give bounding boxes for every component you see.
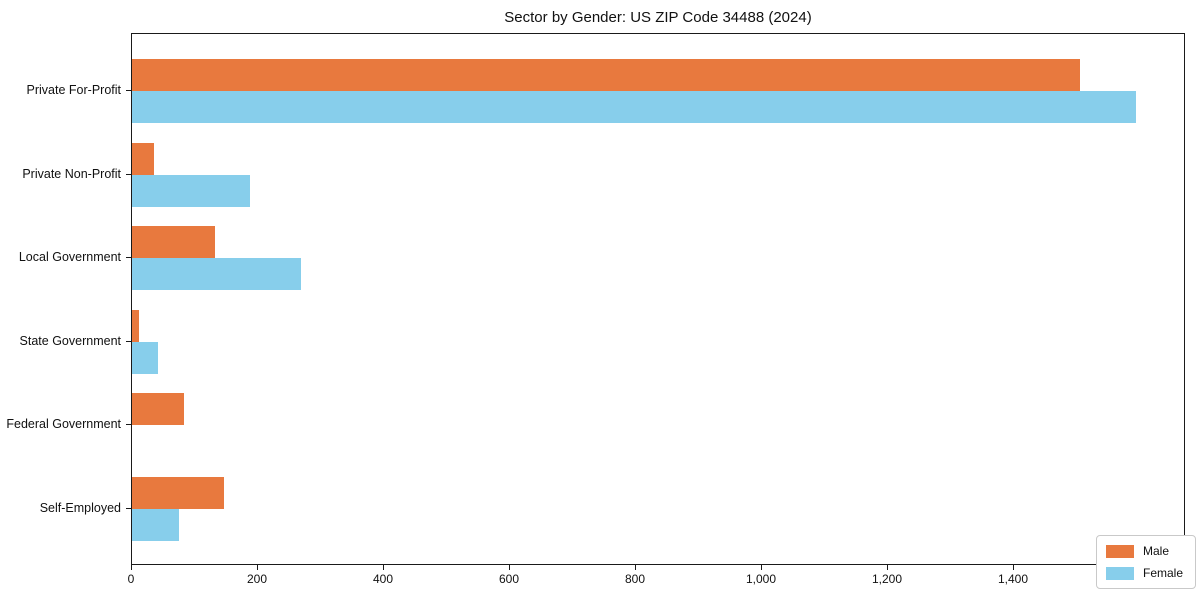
legend-label-male: Male bbox=[1142, 544, 1169, 558]
bar-male-federal-government bbox=[132, 393, 185, 425]
y-axis-tick bbox=[126, 424, 131, 425]
bar-male-state-government bbox=[132, 309, 139, 342]
bar-male-private-non-profit bbox=[132, 142, 155, 175]
y-axis-tick bbox=[126, 340, 131, 342]
y-axis-tick bbox=[126, 90, 131, 91]
x-axis-tick bbox=[635, 565, 636, 570]
x-axis-tick bbox=[131, 565, 132, 570]
y-axis-tick bbox=[126, 507, 131, 509]
bar-female-self-employed bbox=[132, 508, 180, 541]
x-axis-tick-label: 400 bbox=[372, 572, 394, 586]
bar-female-state-government bbox=[132, 341, 159, 374]
bar-female-private-for-profit bbox=[132, 91, 1136, 123]
y-axis-label: State Government bbox=[19, 333, 121, 348]
bar-female-local-government bbox=[132, 258, 301, 290]
x-axis-tick-label: 1,200 bbox=[871, 572, 903, 586]
x-axis-tick-label: 200 bbox=[246, 572, 268, 586]
x-axis-tick-label: 1,400 bbox=[997, 572, 1029, 586]
y-axis-tick bbox=[126, 173, 131, 175]
legend-entry-female: Female bbox=[1105, 566, 1183, 580]
x-axis-tick bbox=[383, 565, 384, 570]
x-axis-tick bbox=[257, 565, 258, 570]
y-axis-label: Self-Employed bbox=[39, 500, 121, 515]
y-axis-tick bbox=[126, 257, 131, 258]
legend-label-female: Female bbox=[1142, 566, 1183, 580]
x-axis-tick bbox=[1013, 565, 1014, 570]
bar-male-self-employed bbox=[132, 476, 224, 509]
legend: Male Female bbox=[1095, 535, 1196, 589]
chart-title: Sector by Gender: US ZIP Code 34488 (202… bbox=[504, 9, 812, 26]
bar-male-private-for-profit bbox=[132, 59, 1081, 91]
bar-male-local-government bbox=[132, 226, 216, 258]
plot-area bbox=[131, 33, 1185, 565]
legend-swatch-male bbox=[1105, 544, 1134, 558]
legend-entry-male: Male bbox=[1105, 544, 1183, 558]
x-axis-tick-label: 1,000 bbox=[745, 572, 777, 586]
y-axis-label: Local Government bbox=[18, 250, 121, 264]
bar-female-private-non-profit bbox=[132, 174, 251, 207]
x-axis-tick-label: 600 bbox=[498, 572, 520, 586]
y-axis-label: Private Non-Profit bbox=[22, 166, 121, 181]
x-axis-tick-label: 0 bbox=[127, 572, 135, 586]
y-axis-label: Private For-Profit bbox=[26, 83, 121, 97]
x-axis-tick bbox=[761, 565, 762, 570]
y-axis-label: Federal Government bbox=[6, 417, 121, 431]
x-axis-tick-label: 800 bbox=[624, 572, 646, 586]
x-axis-tick bbox=[887, 565, 888, 570]
x-axis-tick bbox=[509, 565, 510, 570]
legend-swatch-female bbox=[1105, 566, 1134, 580]
